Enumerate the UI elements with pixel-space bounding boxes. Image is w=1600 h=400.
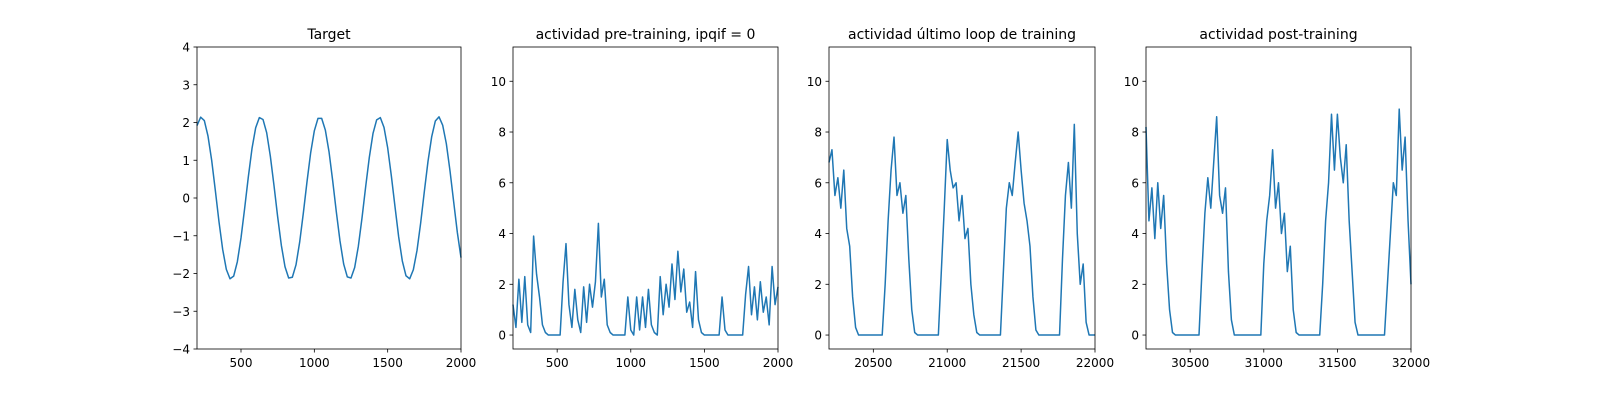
y-tick-label: −1 — [172, 229, 190, 243]
y-tick-label: 8 — [1131, 126, 1139, 140]
chart-title: Target — [306, 27, 351, 43]
data-line — [196, 116, 462, 280]
y-tick-label: 2 — [1131, 278, 1139, 292]
y-tick-label: 10 — [807, 75, 822, 89]
axes-frame — [1145, 46, 1412, 350]
y-tick-label: 3 — [182, 78, 190, 92]
x-tick-label: 21500 — [1002, 356, 1040, 370]
y-tick-label: 10 — [491, 75, 506, 89]
x-tick-label: 1500 — [372, 356, 403, 370]
x-tick-label: 2000 — [763, 356, 794, 370]
x-tick-label: 1000 — [616, 356, 647, 370]
y-tick-label: 0 — [814, 329, 822, 343]
x-tick-label: 22000 — [1076, 356, 1114, 370]
x-tick-label: 500 — [546, 356, 569, 370]
y-tick-label: 4 — [498, 227, 506, 241]
x-tick-label: 500 — [230, 356, 253, 370]
axes-frame — [196, 46, 462, 350]
y-tick-label: 0 — [498, 329, 506, 343]
y-tick-label: 1 — [182, 154, 190, 168]
x-tick-label: 31500 — [1318, 356, 1356, 370]
y-tick-label: 8 — [498, 126, 506, 140]
y-tick-label: 2 — [182, 116, 190, 130]
y-tick-label: 4 — [814, 227, 822, 241]
y-tick-label: 4 — [182, 41, 190, 55]
y-tick-label: 6 — [814, 176, 822, 190]
y-tick-label: 4 — [1131, 227, 1139, 241]
x-tick-label: 1000 — [299, 356, 330, 370]
axes-frame — [828, 46, 1096, 350]
data-line — [828, 123, 1095, 336]
y-tick-label: −2 — [172, 267, 190, 281]
x-tick-label: 1500 — [689, 356, 720, 370]
x-tick-label: 30500 — [1171, 356, 1209, 370]
y-tick-label: 2 — [498, 278, 506, 292]
x-tick-label: 2000 — [446, 356, 477, 370]
chart-title: actividad último loop de training — [848, 27, 1076, 43]
y-tick-label: 0 — [1131, 329, 1139, 343]
y-tick-label: −3 — [172, 305, 190, 319]
chart-title: actividad post-training — [1199, 27, 1357, 43]
y-tick-label: 2 — [814, 278, 822, 292]
data-line — [512, 222, 779, 336]
y-tick-label: 10 — [1124, 75, 1139, 89]
y-tick-label: −4 — [172, 343, 190, 357]
y-tick-label: 6 — [1131, 176, 1139, 190]
axes-frame — [512, 46, 779, 350]
x-tick-label: 32000 — [1392, 356, 1430, 370]
x-tick-label: 20500 — [854, 356, 892, 370]
y-tick-label: 6 — [498, 176, 506, 190]
y-tick-label: 8 — [814, 126, 822, 140]
x-tick-label: 31000 — [1245, 356, 1283, 370]
chart-title: actividad pre-training, ipqif = 0 — [536, 27, 756, 43]
data-line — [1145, 108, 1412, 336]
x-tick-label: 21000 — [928, 356, 966, 370]
y-tick-label: 0 — [182, 192, 190, 206]
